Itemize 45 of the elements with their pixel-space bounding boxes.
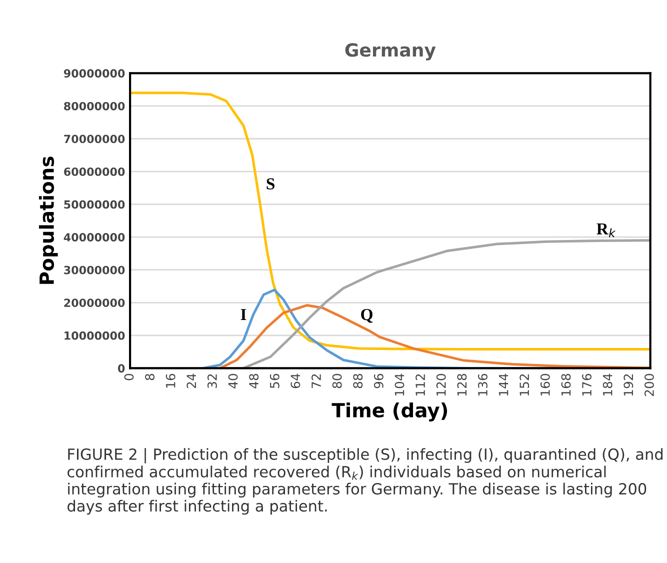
x-tick-label: 80 [332,374,342,388]
series-label: Q [361,308,373,323]
y-tick-label: 0 [118,364,125,373]
x-tick-label: 96 [374,374,384,388]
x-tick-label: 88 [353,374,363,388]
x-tick-label: 128 [457,374,467,396]
x-tick-label: 136 [478,374,488,396]
y-tick-label: 70000000 [64,134,125,144]
x-tick-label: 176 [582,374,592,396]
x-tick-label: 184 [602,374,612,396]
x-axis-title: Time (day) [332,402,448,422]
x-tick-label: 40 [228,374,238,388]
chart-title: Germany [345,43,436,60]
x-tick-label: 200 [644,374,654,396]
y-tick-label: 90000000 [64,69,125,78]
x-tick-label: 144 [498,374,508,396]
x-tick-label: 192 [624,374,634,396]
x-tick-label: 64 [290,374,300,388]
x-tick-label: 16 [166,374,176,388]
caption: FIGURE 2 | Prediction of the susceptible (S), infecting (I), quarantined (Q), and confirmed accumulated recovered (R$_{k}$) individuals based on numerical integration using fitting parameters for Germany. The disease is lasting 200 days after first infecting a patient. [68,448,663,515]
x-tick-label: 0 [124,374,134,380]
series-label: S [266,178,274,190]
series-label: R$_{k}$ [596,223,616,238]
x-tick-label: 24 [186,374,196,388]
x-tick-label: 56 [270,374,280,388]
series-label: I [240,309,246,320]
line-series [130,92,650,350]
y-tick-label: 60000000 [64,168,125,176]
x-tick-label: 160 [540,374,550,396]
y-tick-label: 20000000 [64,298,125,308]
x-tick-label: 112 [416,374,425,396]
y-axis-title: Populations [38,156,58,284]
x-tick-label: 72 [312,374,321,388]
y-tick-label: 10000000 [64,331,125,340]
y-tick-label: 50000000 [64,200,125,209]
x-tick-label: 152 [520,374,530,396]
x-tick-label: 32 [207,374,217,388]
x-tick-label: 8 [145,374,154,380]
y-tick-label: 30000000 [64,266,125,274]
x-tick-label: 120 [436,374,446,396]
y-tick-label: 40000000 [64,233,125,242]
x-tick-label: 104 [394,374,404,396]
x-tick-label: 168 [561,374,571,396]
y-tick-label: 80000000 [64,102,125,110]
x-tick-label: 48 [249,374,259,388]
